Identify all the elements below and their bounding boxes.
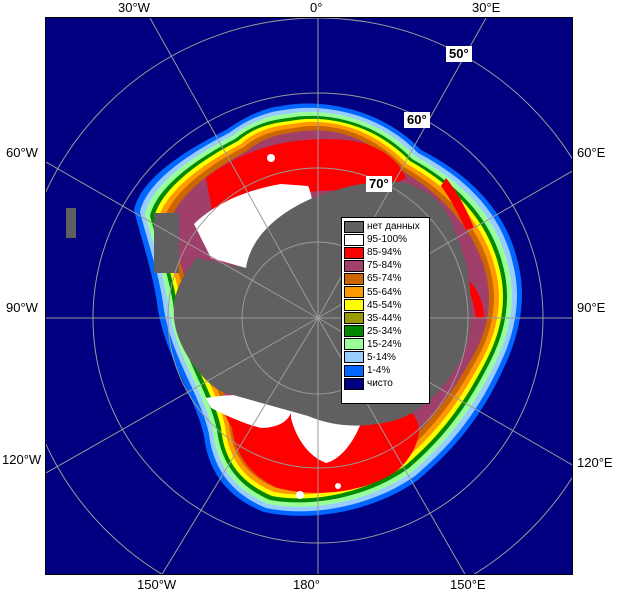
- legend-item: 65-74%: [344, 272, 427, 285]
- lon-label-120w: 120°W: [2, 452, 42, 467]
- lat-label-70: 70°: [366, 176, 392, 192]
- lon-label-30e-top: 30°E: [472, 0, 501, 15]
- lat-label-60: 60°: [404, 112, 430, 128]
- legend-label: 1-4%: [367, 365, 391, 377]
- legend-item: 95-100%: [344, 233, 427, 246]
- map-panel: 50° 60° 70° нет данных 95-100% 85-94% 75-84…: [45, 17, 573, 575]
- legend-swatch: [344, 246, 364, 259]
- legend-item: 45-54%: [344, 299, 427, 312]
- legend-item: 1-4%: [344, 364, 427, 377]
- legend-swatch: [344, 377, 364, 390]
- legend-label: 75-84%: [367, 260, 402, 272]
- lon-label-150e: 150°E: [450, 577, 486, 592]
- lon-label-120e: 120°E: [577, 455, 613, 470]
- legend-label: 55-64%: [367, 286, 402, 298]
- lon-label-60w: 60°W: [6, 145, 38, 160]
- legend-swatch: [344, 286, 364, 299]
- legend-swatch: [344, 259, 364, 272]
- legend-swatch: [344, 299, 364, 312]
- legend-swatch: [344, 233, 364, 246]
- lon-label-180: 180°: [293, 577, 320, 592]
- legend-label: 85-94%: [367, 247, 402, 259]
- legend-swatch: [344, 351, 364, 364]
- legend-item: чисто: [344, 377, 427, 390]
- legend-label: 65-74%: [367, 273, 402, 285]
- legend-label: нет данных: [367, 221, 420, 233]
- lon-label-150w: 150°W: [137, 577, 177, 592]
- legend-item: нет данных: [344, 220, 427, 233]
- legend-swatch: [344, 272, 364, 285]
- lon-label-0: 0°: [310, 0, 323, 15]
- legend-item: 35-44%: [344, 312, 427, 325]
- lon-label-60e: 60°E: [577, 145, 606, 160]
- legend-swatch: [344, 220, 364, 233]
- legend-item: 85-94%: [344, 246, 427, 259]
- legend-label: 15-24%: [367, 338, 402, 350]
- legend-label: 35-44%: [367, 312, 402, 324]
- sea-ice-concentration-map: [46, 18, 572, 574]
- lat-label-50: 50°: [446, 46, 472, 62]
- legend-label: 25-34%: [367, 325, 402, 337]
- legend-item: 15-24%: [344, 338, 427, 351]
- legend-swatch: [344, 325, 364, 338]
- legend-label: 5-14%: [367, 351, 396, 363]
- legend-item: 55-64%: [344, 285, 427, 299]
- lon-label-90e: 90°E: [577, 300, 606, 315]
- legend-label: 95-100%: [367, 234, 408, 246]
- legend-item: 5-14%: [344, 351, 427, 364]
- legend-label: чисто: [367, 378, 393, 390]
- legend-item: 25-34%: [344, 325, 427, 338]
- lon-label-30w-top: 30°W: [118, 0, 150, 15]
- legend-item: 75-84%: [344, 259, 427, 272]
- legend: нет данных 95-100% 85-94% 75-84% 65-74% 55-64…: [341, 217, 430, 404]
- lon-label-90w: 90°W: [6, 300, 38, 315]
- legend-swatch: [344, 338, 364, 351]
- legend-swatch: [344, 364, 364, 377]
- legend-swatch: [344, 312, 364, 325]
- legend-label: 45-54%: [367, 299, 402, 311]
